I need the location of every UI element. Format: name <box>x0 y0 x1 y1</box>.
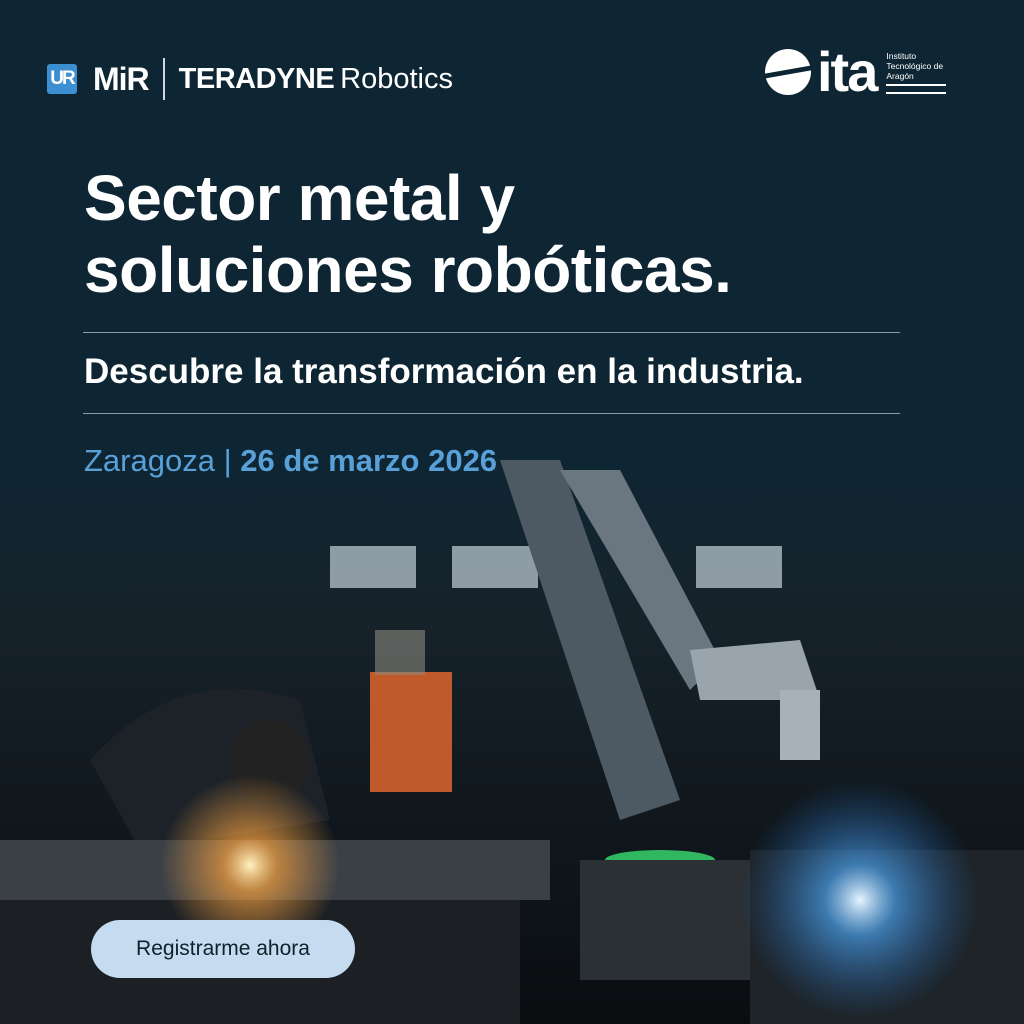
divider-top <box>83 332 900 333</box>
register-button[interactable]: Registrarme ahora <box>91 920 355 978</box>
ita-logo: ita Instituto Tecnológico de Aragón <box>765 40 947 103</box>
logo-divider <box>162 58 165 100</box>
event-location: Zaragoza <box>84 443 215 478</box>
robotics-text: Robotics <box>340 62 453 95</box>
ita-globe-icon <box>765 49 811 95</box>
event-date: 26 de marzo 2026 <box>240 443 498 478</box>
headline: Sector metal y soluciones robóticas. <box>84 162 732 306</box>
ita-subtitle: Instituto Tecnológico de Aragón <box>886 50 944 81</box>
event-location-date: Zaragoza | 26 de marzo 2026 <box>84 443 497 479</box>
separator: | <box>223 443 232 478</box>
subheadline: Descubre la transformación en la industr… <box>84 352 804 391</box>
ur-logo: UR <box>47 64 77 94</box>
divider-bottom <box>83 413 900 414</box>
ita-wordmark: ita <box>817 40 878 103</box>
teradyne-logo: TERADYNE <box>178 62 335 95</box>
partner-logos: UR MiR TERADYNE Robotics <box>47 58 453 100</box>
ita-wave-icon <box>886 83 947 94</box>
mir-logo: MiR <box>93 60 150 97</box>
